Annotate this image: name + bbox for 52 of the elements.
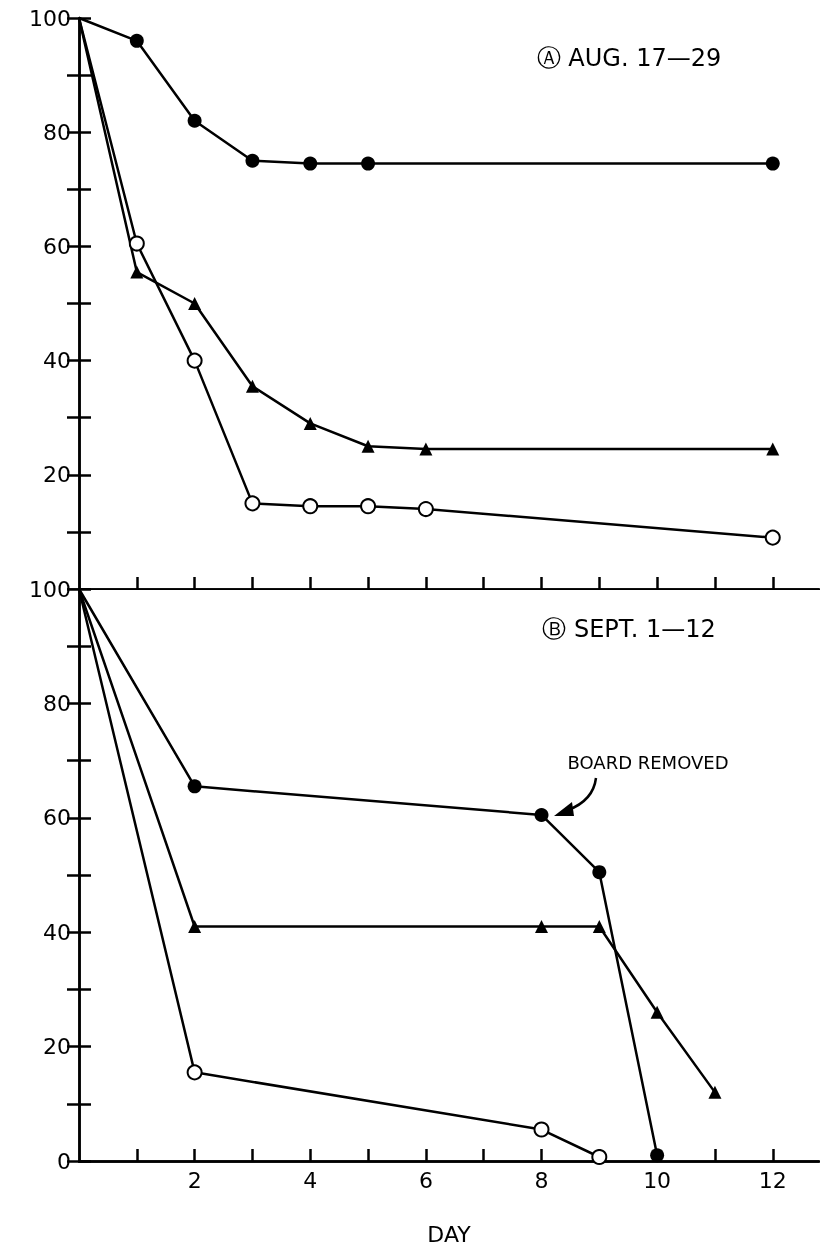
point [361,156,376,171]
point [188,919,202,933]
y-tick-label: 60 [43,805,71,831]
point [592,919,606,933]
point [360,498,377,515]
y-tick-label: 80 [43,690,71,716]
x-tick-label: 6 [418,1167,433,1193]
x-tick-label: 12 [758,1167,787,1193]
point [764,529,781,546]
point [302,498,319,515]
point [187,113,202,128]
y-tick-label: 100 [29,5,71,31]
y-tick-label: 60 [43,233,71,259]
point [187,779,202,794]
point [765,156,780,171]
point [361,439,375,453]
annotation: BOARD REMOVED [567,751,729,773]
y-tick-label: 20 [43,462,71,488]
point [533,1121,550,1138]
point [244,495,261,512]
point [766,442,780,456]
x-axis-title: DAY [427,1221,472,1247]
point [186,352,203,369]
point [650,1148,665,1163]
point [128,235,145,252]
point [417,501,434,518]
y-tick-label: 100 [29,576,71,602]
point [535,919,548,933]
point [245,379,259,393]
point [592,865,607,880]
point [130,265,144,279]
point [708,1085,722,1099]
point [303,416,317,430]
x-tick-label: 2 [187,1167,202,1193]
y-tick-label: 40 [43,919,71,945]
x-tick-label: 8 [534,1167,549,1193]
y-tick-label: 80 [43,119,71,145]
point [186,1064,203,1081]
point [534,807,549,822]
x-tick-label: 4 [303,1167,318,1193]
y-tick-label: 40 [43,348,71,374]
x-tick-label: 10 [643,1167,672,1193]
point [419,442,433,456]
point [245,153,260,168]
annotation: Ⓐ AUG. 17—29 [536,44,722,72]
point [650,1005,664,1019]
y-tick-label: 20 [43,1034,71,1060]
annotation: Ⓑ SEPT. 1—12 [542,615,716,643]
point [129,33,144,48]
y-tick-label: 0 [57,1148,71,1174]
point [303,156,318,171]
point [188,297,202,310]
